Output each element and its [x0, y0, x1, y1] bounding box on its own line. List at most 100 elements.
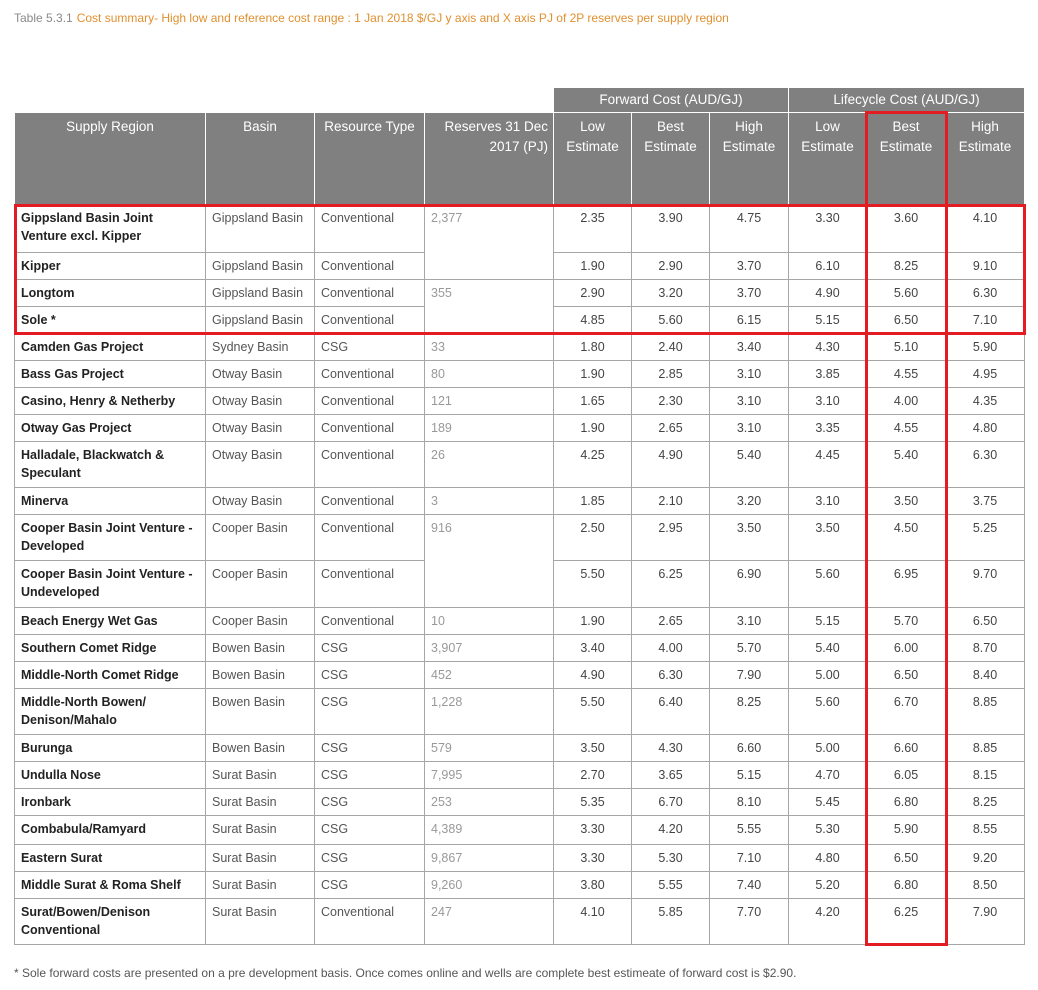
column-header: Best Estimate: [631, 112, 710, 205]
cost-estimate-cell: 4.70: [788, 761, 867, 789]
cost-estimate-cell: 6.70: [866, 688, 946, 735]
cost-estimate-cell: 5.50: [553, 560, 632, 608]
cost-estimate-cell: 4.30: [788, 333, 867, 361]
cost-estimate-cell: 6.95: [866, 560, 946, 608]
cost-estimate-cell: 3.20: [631, 279, 710, 307]
cost-estimate-cell: 4.90: [788, 279, 867, 307]
supply-region-cell: Casino, Henry & Netherby: [14, 387, 206, 415]
table-row: Cooper Basin Joint Venture - Undeveloped…: [14, 560, 1025, 608]
cost-estimate-cell: 9.10: [945, 252, 1025, 280]
cost-estimate-cell: 2.90: [631, 252, 710, 280]
cost-estimate-cell: 4.80: [945, 414, 1025, 442]
reserves-cell: 247: [424, 898, 554, 945]
cost-estimate-cell: 6.80: [866, 871, 946, 899]
cost-estimate-cell: 3.50: [553, 734, 632, 762]
table-row: Ironbark Surat Basin CSG 253 5.35 6.70 8.10 5.4…: [14, 788, 1025, 816]
cost-estimate-cell: 7.70: [709, 898, 789, 945]
cost-estimate-cell: 5.15: [788, 306, 867, 334]
cost-estimate-cell: 5.60: [788, 560, 867, 608]
cost-summary-table: Forward Cost (AUD/GJ) Lifecycle Cost (AU…: [14, 87, 1025, 945]
cost-estimate-cell: 5.35: [553, 788, 632, 816]
supply-region-cell: Middle-North Comet Ridge: [14, 661, 206, 689]
cost-estimate-cell: 5.40: [866, 441, 946, 488]
resource-type-cell: Conventional: [314, 252, 425, 280]
cost-estimate-cell: 3.80: [553, 871, 632, 899]
column-header: Resource Type: [314, 112, 425, 205]
cost-estimate-cell: 2.65: [631, 414, 710, 442]
cost-estimate-cell: 3.10: [788, 387, 867, 415]
supply-region-cell: Halladale, Blackwatch & Speculant: [14, 441, 206, 488]
cost-estimate-cell: 5.15: [709, 761, 789, 789]
cost-estimate-cell: 4.90: [631, 441, 710, 488]
table-row: Burunga Bowen Basin CSG 579 3.50 4.30 6.60 5.00…: [14, 734, 1025, 762]
cost-estimate-cell: 2.70: [553, 761, 632, 789]
cost-estimate-cell: 6.50: [866, 661, 946, 689]
cost-estimate-cell: 4.55: [866, 414, 946, 442]
cost-estimate-cell: 8.40: [945, 661, 1025, 689]
cost-estimate-cell: 6.40: [631, 688, 710, 735]
table-row: Casino, Henry & Netherby Otway Basin Conve…: [14, 387, 1025, 415]
cost-estimate-cell: 5.30: [631, 844, 710, 872]
cost-estimate-cell: 7.10: [709, 844, 789, 872]
basin-cell: Cooper Basin: [205, 514, 315, 561]
cost-estimate-cell: 5.10: [866, 333, 946, 361]
cost-estimate-cell: 8.10: [709, 788, 789, 816]
cost-estimate-cell: 5.55: [709, 815, 789, 845]
cost-estimate-cell: 8.25: [709, 688, 789, 735]
cost-estimate-cell: 5.20: [788, 871, 867, 899]
cost-estimate-cell: 5.60: [788, 688, 867, 735]
cost-estimate-cell: 8.70: [945, 634, 1025, 662]
cost-estimate-cell: 5.00: [788, 661, 867, 689]
cost-estimate-cell: 4.20: [788, 898, 867, 945]
supply-region-cell: Surat/Bowen/Denison Conventional: [14, 898, 206, 945]
table-row: Bass Gas Project Otway Basin Conventional 8…: [14, 360, 1025, 388]
cost-estimate-cell: 5.15: [788, 607, 867, 635]
cost-estimate-cell: 6.30: [945, 441, 1025, 488]
resource-type-cell: Conventional: [314, 514, 425, 561]
cost-estimate-cell: 4.75: [709, 204, 789, 253]
reserves-cell: 579: [424, 734, 554, 762]
supply-region-cell: Otway Gas Project: [14, 414, 206, 442]
table-row: Gippsland Basin Joint Venture excl. Kipp…: [14, 204, 1025, 280]
basin-cell: Cooper Basin: [205, 560, 315, 608]
reserves-cell: 33: [424, 333, 554, 361]
cost-estimate-cell: 3.10: [709, 360, 789, 388]
cost-estimate-cell: 2.90: [553, 279, 632, 307]
cost-estimate-cell: 3.20: [709, 487, 789, 515]
cost-estimate-cell: 5.60: [866, 279, 946, 307]
basin-cell: Surat Basin: [205, 761, 315, 789]
column-header: High Estimate: [709, 112, 789, 205]
table-row: Surat/Bowen/Denison Conventional Surat Ba…: [14, 898, 1025, 945]
cost-estimate-cell: 4.10: [945, 204, 1025, 253]
resource-type-cell: CSG: [314, 734, 425, 762]
cost-estimate-cell: 4.80: [788, 844, 867, 872]
cost-estimate-cell: 6.90: [709, 560, 789, 608]
cost-estimate-cell: 4.95: [945, 360, 1025, 388]
basin-cell: Bowen Basin: [205, 661, 315, 689]
cost-estimate-cell: 3.75: [945, 487, 1025, 515]
cost-estimate-cell: 3.30: [553, 844, 632, 872]
reserves-cell: 9,867: [424, 844, 554, 872]
reserves-cell: 3: [424, 487, 554, 515]
cost-estimate-cell: 7.90: [709, 661, 789, 689]
cost-estimate-cell: 6.50: [866, 844, 946, 872]
cost-estimate-cell: 5.30: [788, 815, 867, 845]
basin-cell: Bowen Basin: [205, 634, 315, 662]
cost-estimate-cell: 8.25: [945, 788, 1025, 816]
resource-type-cell: CSG: [314, 761, 425, 789]
resource-type-cell: Conventional: [314, 414, 425, 442]
reserves-cell: 2,377: [424, 204, 554, 280]
reserves-cell: 26: [424, 441, 554, 488]
supply-region-cell: Sole *: [14, 306, 206, 334]
table-row: Southern Comet Ridge Bowen Basin CSG 3,907 3…: [14, 634, 1025, 662]
basin-cell: Gippsland Basin: [205, 279, 315, 307]
supply-region-cell: Burunga: [14, 734, 206, 762]
reserves-cell: 10: [424, 607, 554, 635]
cost-estimate-cell: 8.15: [945, 761, 1025, 789]
cost-estimate-cell: 3.70: [709, 252, 789, 280]
cost-estimate-cell: 3.40: [709, 333, 789, 361]
table-title: Cost summary- High low and reference cos…: [76, 11, 729, 25]
table-row: Undulla Nose Surat Basin CSG 7,995 2.70 3.65 5…: [14, 761, 1025, 789]
cost-estimate-cell: 5.60: [631, 306, 710, 334]
cost-estimate-cell: 6.25: [631, 560, 710, 608]
